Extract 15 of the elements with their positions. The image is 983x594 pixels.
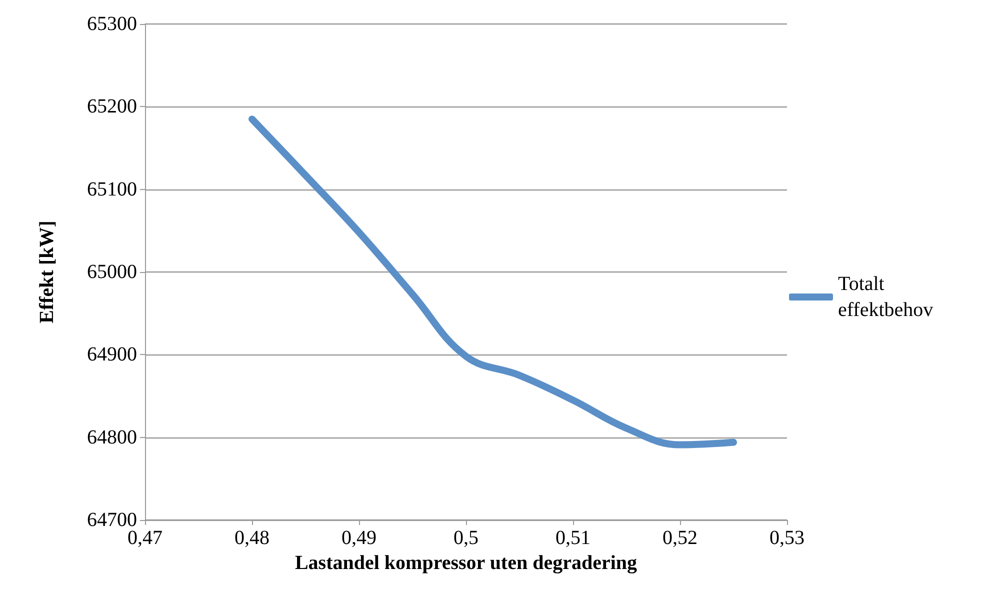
- y-axis-title: Effekt [kW]: [36, 220, 58, 324]
- y-tick-label: 65200: [87, 96, 137, 118]
- legend-label: Totalt effektbehov: [838, 273, 934, 321]
- y-tick-label: 64900: [87, 344, 137, 366]
- x-tick-label: 0,49: [342, 527, 376, 549]
- x-tick-label: 0,48: [234, 527, 270, 549]
- x-axis-title: Lastandel kompressor uten degradering: [294, 552, 638, 574]
- x-tick-label: 0,52: [662, 527, 698, 549]
- y-tick-label: 65100: [87, 178, 137, 200]
- y-tick-label: 64800: [87, 426, 137, 448]
- y-tick-label: 65300: [87, 13, 137, 35]
- x-tick-label: 0,5: [454, 527, 478, 549]
- x-tick-label: 0,51: [556, 527, 590, 549]
- y-tick-label: 65000: [87, 261, 137, 283]
- x-tick-label: 0,53: [770, 527, 804, 549]
